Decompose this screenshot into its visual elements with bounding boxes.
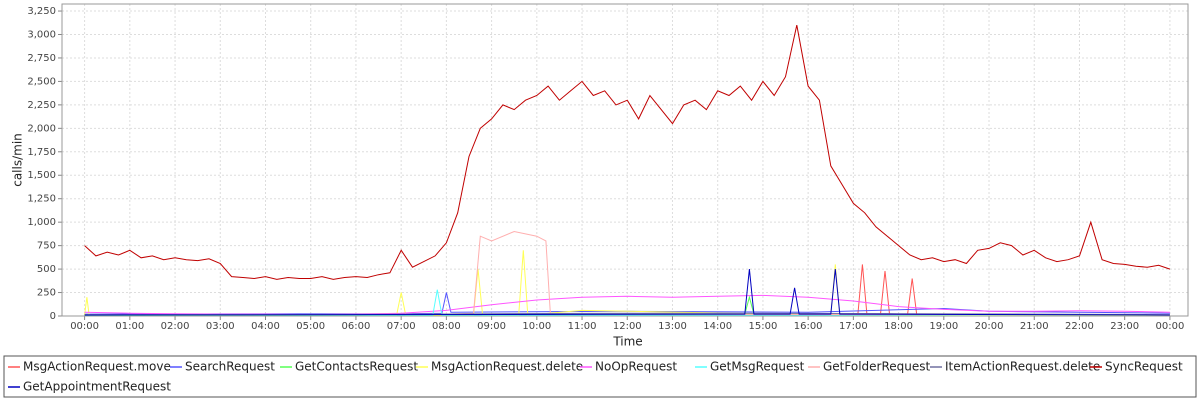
x-tick-label: 06:00 [342,321,371,332]
y-tick-label: 2,000 [27,123,56,134]
series-line [84,24,1171,280]
y-axis-label: calls/min [11,133,25,187]
legend-label: SearchRequest [185,360,275,374]
legend-label: GetFolderRequest [823,360,931,374]
y-tick-label: 750 [37,241,56,252]
x-tick-label: 19:00 [929,321,958,332]
x-tick-label: 05:00 [296,321,325,332]
y-tick-label: 1,250 [27,194,56,205]
y-tick-label: 2,750 [27,53,56,64]
y-tick-label: 250 [37,288,56,299]
legend-label: MsgActionRequest.delete [431,360,583,374]
x-tick-label: 14:00 [703,321,732,332]
legend-label: NoOpRequest [595,360,677,374]
x-tick-label: 08:00 [432,321,461,332]
x-tick-label: 17:00 [839,321,868,332]
series-line [84,269,1170,316]
x-tick-label: 01:00 [115,321,144,332]
y-tick-label: 0 [50,311,56,322]
x-tick-label: 13:00 [658,321,687,332]
y-tick-label: 3,250 [27,6,56,17]
x-tick-label: 18:00 [884,321,913,332]
x-tick-label: 09:00 [477,321,506,332]
x-tick-label: 16:00 [794,321,823,332]
legend-label: GetMsgRequest [710,360,805,374]
x-tick-label: 11:00 [568,321,597,332]
y-tick-label: 1,750 [27,147,56,158]
x-tick-label: 12:00 [613,321,642,332]
y-tick-label: 3,000 [27,29,56,40]
x-axis-label: Time [612,335,642,349]
x-tick-label: 10:00 [522,321,551,332]
y-tick-label: 2,500 [27,76,56,87]
y-tick-label: 1,000 [27,217,56,228]
legend-label: ItemActionRequest.delete [945,360,1100,374]
x-tick-label: 23:00 [1110,321,1139,332]
legend-label: GetContactsRequest [295,360,418,374]
x-tick-label: 00:00 [70,321,99,332]
x-tick-label: 07:00 [387,321,416,332]
y-tick-label: 2,250 [27,100,56,111]
x-tick-label: 15:00 [749,321,778,332]
x-tick-label: 00:00 [1155,321,1184,332]
x-tick-label: 02:00 [161,321,190,332]
x-tick-label: 03:00 [206,321,235,332]
y-tick-label: 1,500 [27,170,56,181]
legend-box [3,355,1197,398]
legend-label: GetAppointmentRequest [23,380,171,394]
y-tick-label: 500 [37,264,56,275]
legend-label: SyncRequest [1105,360,1183,374]
x-tick-label: 04:00 [251,321,280,332]
x-tick-label: 21:00 [1020,321,1049,332]
x-tick-label: 22:00 [1065,321,1094,332]
plot-border [61,3,1189,317]
legend-label: MsgActionRequest.move [23,360,171,374]
x-tick-label: 20:00 [975,321,1004,332]
